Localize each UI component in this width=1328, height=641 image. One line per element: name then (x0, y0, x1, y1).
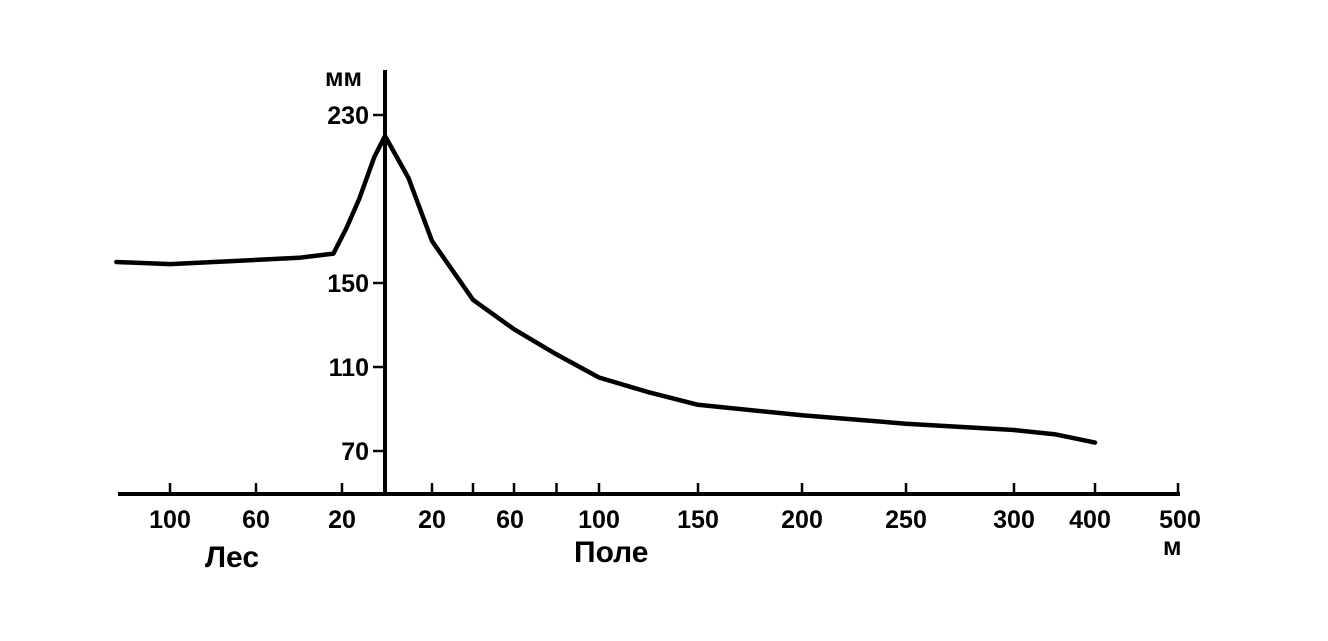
region-label-field: Поле (574, 536, 649, 569)
y-axis-label: мм (325, 64, 362, 92)
x-tick-field-label: 150 (677, 506, 719, 534)
x-axis-label: м (1163, 533, 1182, 561)
x-tick-field-label: 100 (578, 506, 620, 534)
x-tick-field-label: 400 (1069, 506, 1111, 534)
x-tick-field-label: 500 (1159, 506, 1201, 534)
y-tick-label: 110 (329, 354, 369, 382)
region-label-forest: Лес (205, 541, 259, 574)
y-tick-label: 230 (327, 102, 369, 130)
y-tick-label: 70 (341, 438, 369, 466)
series-line-field (382, 133, 1098, 445)
y-tick-label: 150 (327, 270, 369, 298)
x-ticks: 100 60 20 20 60 100 150 200 250 300 400 500 (149, 483, 1201, 534)
x-tick-forest-label: 60 (242, 506, 270, 534)
x-tick-field-label: 200 (781, 506, 823, 534)
x-tick-field-label: 20 (418, 506, 446, 534)
series-line-forest (114, 133, 388, 267)
x-tick-forest-label: 20 (328, 506, 356, 534)
x-tick-field-label: 300 (993, 506, 1035, 534)
x-tick-forest-label: 100 (149, 506, 191, 534)
x-tick-field-label: 250 (885, 506, 927, 534)
x-tick-field-label: 60 (496, 506, 524, 534)
y-ticks: 70 110 150 230 (327, 102, 385, 466)
